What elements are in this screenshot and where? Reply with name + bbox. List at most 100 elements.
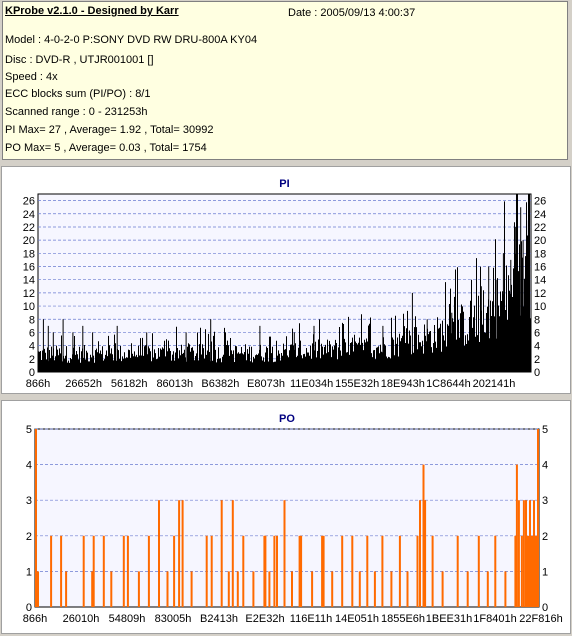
- po-bar: [102, 535, 105, 607]
- po-ytick-left-4: 4: [26, 460, 32, 472]
- po-bar: [441, 571, 444, 607]
- info-panel: KProbe v2.1.0 - Designed by Karr Date : …: [2, 1, 568, 160]
- po-bar: [424, 500, 427, 607]
- pi-ytick-right-6: 12: [534, 288, 546, 300]
- po-bar: [527, 535, 529, 607]
- pi-ytick-left-5: 10: [23, 301, 35, 313]
- po-ytick-left-1: 1: [26, 566, 32, 578]
- po-bar: [205, 535, 208, 607]
- po-ytick-left-3: 3: [26, 495, 32, 507]
- po-xtick-3: 83005h: [155, 613, 192, 625]
- pi-ytick-right-9: 18: [534, 248, 546, 260]
- po-bar: [50, 535, 53, 607]
- pi-ytick-left-13: 26: [23, 196, 35, 208]
- po-bar: [341, 535, 344, 607]
- po-ytick-left-2: 2: [26, 531, 32, 543]
- po-bar: [60, 535, 63, 607]
- pi-ytick-right-3: 6: [534, 327, 540, 339]
- po-bar: [35, 429, 37, 607]
- po-bar: [494, 535, 497, 607]
- pi-ytick-right-11: 22: [534, 222, 546, 234]
- pi-xtick-4: B6382h: [201, 378, 239, 390]
- po-bar: [533, 500, 535, 607]
- po-bar: [419, 500, 421, 607]
- pi-ytick-left-2: 4: [29, 341, 35, 353]
- po-bar: [466, 571, 469, 607]
- po-bar: [373, 571, 376, 607]
- po-xtick-1: 26010h: [63, 613, 100, 625]
- po-bar: [92, 535, 95, 607]
- po-bar: [531, 535, 533, 607]
- po-bar: [166, 571, 169, 607]
- pi-ytick-left-0: 0: [29, 367, 35, 379]
- po-bar: [236, 571, 239, 607]
- po-bar: [486, 571, 489, 607]
- po-bar: [158, 500, 160, 607]
- po-bar: [515, 464, 518, 607]
- pi-ytick-right-12: 24: [534, 209, 546, 221]
- po-bar: [456, 535, 459, 607]
- po-bar: [406, 571, 409, 607]
- pi-xtick-2: 56182h: [111, 378, 148, 390]
- po-bar: [517, 500, 520, 607]
- po-bar: [390, 571, 393, 607]
- po-bar: [331, 571, 334, 607]
- po-ytick-right-1: 1: [542, 566, 548, 578]
- po-bar: [537, 429, 539, 607]
- po-bar: [381, 535, 384, 607]
- pi-ytick-right-2: 4: [534, 341, 540, 353]
- pi-ytick-right-7: 14: [534, 275, 546, 287]
- po-bar: [276, 535, 278, 607]
- po-xtick-11: 22F816h: [519, 613, 562, 625]
- po-ytick-right-2: 2: [542, 531, 548, 543]
- pi-ytick-right-8: 16: [534, 262, 546, 274]
- po-bar: [242, 535, 245, 607]
- po-bar: [181, 500, 184, 607]
- pi-ytick-left-6: 12: [23, 288, 35, 300]
- po-ytick-right-5: 5: [542, 424, 548, 436]
- pi-ytick-left-3: 6: [29, 327, 35, 339]
- po-bar: [422, 464, 425, 607]
- po-xtick-6: 116E11h: [290, 613, 332, 625]
- po-chart-title: PO: [279, 413, 295, 425]
- pi-ytick-right-0: 0: [534, 367, 540, 379]
- pi-xtick-5: E8073h: [247, 378, 285, 390]
- po-bar: [398, 535, 401, 607]
- po-bar: [351, 535, 354, 607]
- po-bar: [322, 535, 325, 607]
- po-xtick-4: B2413h: [200, 613, 238, 625]
- po-bar: [252, 571, 255, 607]
- po-ytick-left-5: 5: [26, 424, 32, 436]
- po-bar: [37, 571, 39, 607]
- po-bar: [210, 535, 213, 607]
- po-bar: [110, 571, 113, 607]
- po-bar: [321, 535, 324, 607]
- pi-ytick-right-4: 8: [534, 314, 540, 326]
- pi-xtick-0: 866h: [26, 378, 50, 390]
- po-bar: [231, 500, 234, 607]
- po-bar: [82, 535, 85, 607]
- po-ytick-left-0: 0: [26, 602, 32, 614]
- po-bar: [416, 535, 419, 607]
- po-bar: [65, 571, 68, 607]
- po-bar: [91, 571, 94, 607]
- pi-ytick-right-13: 26: [534, 196, 546, 208]
- pi-ytick-left-9: 18: [23, 248, 35, 260]
- disc-line: Disc : DVD-R , UTJR001001 []: [5, 54, 154, 66]
- po-bar: [504, 571, 507, 607]
- app-title: KProbe v2.1.0 - Designed by Karr: [5, 5, 179, 17]
- po-bar: [514, 535, 517, 607]
- po-bar: [264, 535, 267, 607]
- pi-ytick-left-12: 24: [23, 209, 35, 221]
- po-xtick-2: 54809h: [109, 613, 146, 625]
- pi-xtick-3: 86013h: [156, 378, 193, 390]
- po-ytick-right-3: 3: [542, 495, 548, 507]
- po-bar: [178, 500, 181, 607]
- pi-ytick-left-7: 14: [23, 275, 35, 287]
- po-bar: [535, 535, 537, 607]
- po-bar: [220, 500, 223, 607]
- po-bar: [522, 500, 525, 607]
- po-xtick-7: 14E051h: [335, 613, 379, 625]
- pi-ytick-right-10: 20: [534, 235, 546, 247]
- po-bar: [366, 535, 369, 607]
